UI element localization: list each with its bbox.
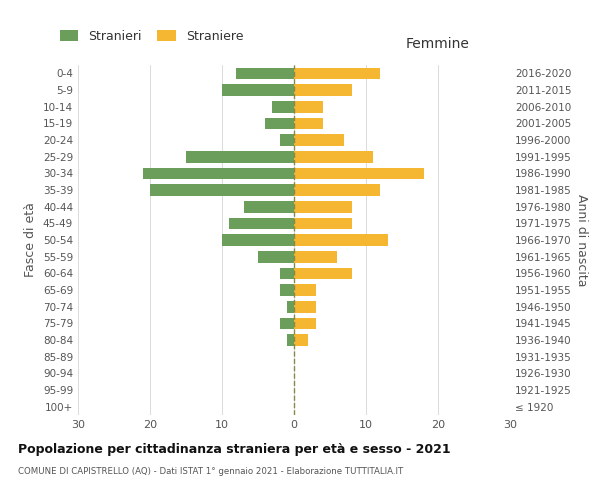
Bar [294, 118, 323, 129]
Text: COMUNE DI CAPISTRELLO (AQ) - Dati ISTAT 1° gennaio 2021 - Elaborazione TUTTITALI: COMUNE DI CAPISTRELLO (AQ) - Dati ISTAT … [18, 468, 403, 476]
Bar [294, 101, 323, 112]
Bar [294, 284, 316, 296]
Bar [150, 184, 294, 196]
Bar [280, 284, 294, 296]
Bar [294, 84, 352, 96]
Bar [294, 301, 316, 312]
Bar [244, 201, 294, 212]
Bar [229, 218, 294, 229]
Bar [280, 134, 294, 146]
Bar [294, 234, 388, 246]
Legend: Stranieri, Straniere: Stranieri, Straniere [56, 26, 247, 46]
Text: Popolazione per cittadinanza straniera per età e sesso - 2021: Popolazione per cittadinanza straniera p… [18, 442, 451, 456]
Bar [294, 68, 380, 79]
Bar [186, 151, 294, 162]
Bar [294, 251, 337, 262]
Bar [258, 251, 294, 262]
Bar [294, 268, 352, 279]
Bar [236, 68, 294, 79]
Bar [294, 134, 344, 146]
Bar [294, 218, 352, 229]
Y-axis label: Anni di nascita: Anni di nascita [575, 194, 588, 286]
Bar [222, 234, 294, 246]
Bar [280, 268, 294, 279]
Bar [222, 84, 294, 96]
Bar [294, 318, 316, 329]
Text: Femmine: Femmine [406, 37, 470, 51]
Bar [265, 118, 294, 129]
Bar [287, 301, 294, 312]
Bar [294, 334, 308, 346]
Bar [280, 318, 294, 329]
Y-axis label: Fasce di età: Fasce di età [25, 202, 37, 278]
Bar [287, 334, 294, 346]
Bar [294, 184, 380, 196]
Bar [272, 101, 294, 112]
Bar [294, 201, 352, 212]
Bar [294, 168, 424, 179]
Bar [294, 151, 373, 162]
Bar [143, 168, 294, 179]
